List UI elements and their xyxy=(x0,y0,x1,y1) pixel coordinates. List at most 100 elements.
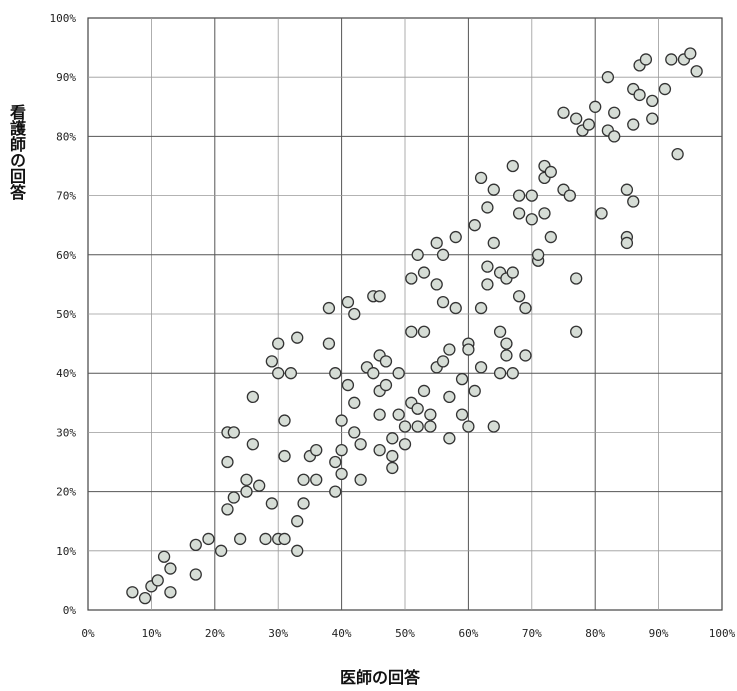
data-point xyxy=(601,71,615,84)
data-point xyxy=(620,236,634,250)
data-point xyxy=(291,544,304,557)
data-point xyxy=(379,378,393,392)
data-point xyxy=(278,449,291,463)
data-point xyxy=(348,426,361,439)
data-point xyxy=(240,473,253,486)
data-point xyxy=(506,266,519,279)
data-point xyxy=(512,207,526,220)
data-point xyxy=(386,461,399,475)
data-point xyxy=(608,130,621,143)
data-point xyxy=(531,248,545,261)
data-point xyxy=(436,248,450,261)
data-point xyxy=(639,53,653,66)
data-point xyxy=(157,550,171,563)
data-point xyxy=(221,503,234,516)
data-point xyxy=(164,586,177,599)
data-point xyxy=(646,112,659,125)
data-point xyxy=(398,420,412,433)
data-point xyxy=(462,343,475,356)
data-point xyxy=(570,325,583,338)
data-point xyxy=(493,367,507,380)
y-tick-label: 90% xyxy=(56,71,76,84)
data-point xyxy=(684,47,697,60)
x-tick-label: 70% xyxy=(522,627,542,640)
data-point xyxy=(329,485,342,498)
y-tick-label: 0% xyxy=(63,604,77,617)
data-point xyxy=(690,65,703,78)
data-point xyxy=(151,574,164,587)
data-point xyxy=(671,148,684,161)
data-point xyxy=(633,88,646,102)
data-point xyxy=(214,544,228,557)
data-point xyxy=(525,189,538,202)
data-point xyxy=(430,278,443,291)
data-point xyxy=(449,301,462,315)
data-point xyxy=(443,432,456,445)
data-point xyxy=(405,272,418,285)
data-point xyxy=(658,82,672,96)
data-point xyxy=(620,183,634,196)
data-point xyxy=(126,586,139,599)
data-point xyxy=(322,337,336,350)
data-point xyxy=(335,467,348,480)
data-point xyxy=(665,53,678,66)
data-point xyxy=(570,112,583,125)
data-point xyxy=(335,444,348,457)
data-point xyxy=(538,207,551,220)
x-axis-label: 医師の回答 xyxy=(340,668,421,687)
y-tick-label: 70% xyxy=(56,190,76,203)
data-point xyxy=(341,378,355,392)
x-tick-label: 0% xyxy=(81,627,95,640)
data-point xyxy=(455,408,469,421)
data-point xyxy=(481,260,494,273)
data-point xyxy=(462,420,475,433)
data-point xyxy=(322,301,336,315)
y-tick-label: 10% xyxy=(56,545,76,558)
y-tick-label: 30% xyxy=(56,426,76,439)
data-point xyxy=(354,473,367,486)
data-point xyxy=(265,355,279,368)
data-point xyxy=(589,100,602,113)
data-point xyxy=(424,408,437,421)
y-tick-label: 60% xyxy=(56,249,76,262)
data-point xyxy=(284,367,298,380)
data-point xyxy=(443,343,456,356)
data-point xyxy=(493,325,507,338)
data-point xyxy=(246,390,259,404)
x-tick-label: 20% xyxy=(205,627,225,640)
data-point xyxy=(240,485,253,498)
data-point xyxy=(474,361,488,374)
tick-labels: 0% 10% 20% 30% 40% 50% 60% 70% 80% 90% 100% 0% 10% 20… xyxy=(50,12,736,640)
data-point xyxy=(512,189,526,202)
data-point xyxy=(449,230,462,244)
data-point xyxy=(291,515,304,528)
data-point xyxy=(411,420,424,433)
data-point xyxy=(430,236,443,250)
data-point xyxy=(386,449,399,463)
data-point xyxy=(506,367,519,380)
data-point xyxy=(348,396,361,409)
data-points xyxy=(126,47,703,605)
data-point xyxy=(272,367,285,380)
data-point xyxy=(424,420,437,433)
data-point xyxy=(570,272,583,285)
data-point xyxy=(417,325,431,338)
data-point xyxy=(563,189,576,202)
x-tick-label: 30% xyxy=(268,627,288,640)
data-point xyxy=(500,349,513,362)
data-point xyxy=(398,438,412,451)
data-point xyxy=(481,278,494,291)
data-point xyxy=(646,94,659,108)
data-point xyxy=(272,337,285,350)
data-point xyxy=(189,538,202,552)
data-point xyxy=(411,248,424,261)
data-point xyxy=(227,426,240,439)
data-point xyxy=(278,414,291,427)
data-point xyxy=(310,444,323,457)
data-point xyxy=(474,301,488,315)
data-point xyxy=(627,118,640,131)
data-point xyxy=(512,290,526,303)
data-point xyxy=(297,497,310,510)
data-point xyxy=(487,236,500,250)
